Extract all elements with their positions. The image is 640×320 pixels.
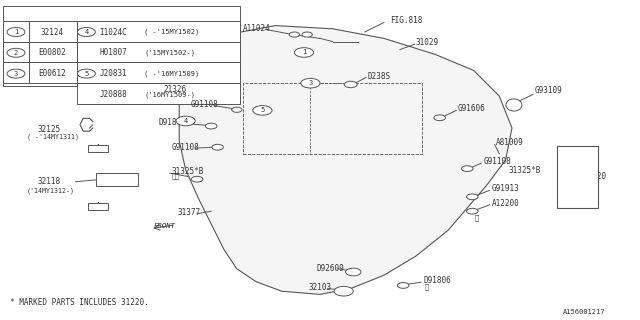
Circle shape [253, 106, 272, 115]
Text: 31220: 31220 [584, 172, 607, 180]
Circle shape [397, 283, 409, 288]
Bar [557, 146, 598, 208]
Text: H01807: H01807 [99, 48, 127, 57]
Text: ( -'14MY1311): ( -'14MY1311) [27, 134, 79, 140]
Text: 31325*B: 31325*B [509, 166, 541, 175]
Bar [243, 83, 422, 154]
Circle shape [467, 194, 478, 200]
Text: G93109: G93109 [534, 86, 562, 95]
Bar [29, 62, 77, 83]
Text: 3: 3 [308, 80, 312, 86]
Text: ( -'15MY1502): ( -'15MY1502) [144, 29, 199, 35]
Circle shape [434, 115, 445, 121]
Circle shape [232, 107, 242, 112]
Text: D91806: D91806 [424, 276, 451, 285]
Bar [3, 21, 29, 42]
Text: G91108: G91108 [172, 143, 199, 152]
Text: D238S: D238S [368, 72, 391, 81]
Circle shape [467, 208, 478, 214]
Text: D91806: D91806 [159, 118, 186, 127]
Polygon shape [179, 26, 512, 294]
Circle shape [77, 69, 95, 78]
Circle shape [205, 123, 217, 129]
Text: G91108: G91108 [483, 157, 511, 166]
Text: 32124: 32124 [41, 28, 64, 36]
Text: 21326: 21326 [163, 85, 186, 94]
Text: 4: 4 [184, 118, 188, 124]
Text: G91108: G91108 [191, 100, 218, 109]
Circle shape [7, 69, 25, 78]
Circle shape [289, 32, 300, 37]
Text: * MARKED PARTS INCLUDES 31220.: * MARKED PARTS INCLUDES 31220. [10, 298, 148, 307]
Text: 1: 1 [302, 50, 306, 55]
Text: I1024C: I1024C [99, 28, 127, 36]
Text: ('14MY1312-): ('14MY1312-) [27, 187, 75, 194]
Bar [3, 62, 29, 83]
Text: ( -'16MY1509): ( -'16MY1509) [144, 70, 199, 77]
Bar [77, 42, 240, 62]
Bar [29, 42, 77, 62]
Text: ②: ② [475, 214, 479, 221]
Text: J20888: J20888 [99, 90, 127, 99]
Text: A12200: A12200 [492, 199, 519, 208]
Text: 2: 2 [14, 50, 18, 56]
Text: E00802: E00802 [38, 48, 67, 57]
Bar [88, 203, 108, 210]
Circle shape [191, 176, 203, 182]
Text: A11024: A11024 [243, 24, 271, 33]
Text: A: A [95, 202, 100, 211]
Circle shape [346, 268, 361, 276]
Bar [3, 6, 240, 86]
Circle shape [7, 48, 25, 57]
Text: G91606: G91606 [458, 104, 485, 113]
Circle shape [301, 78, 320, 88]
Bar [88, 145, 108, 152]
Text: J20831: J20831 [99, 69, 127, 78]
Circle shape [212, 144, 223, 150]
Circle shape [461, 166, 473, 172]
Bar [77, 83, 240, 104]
Text: A81009: A81009 [496, 138, 524, 147]
Text: FIG.818: FIG.818 [390, 16, 423, 25]
Text: 16385: 16385 [106, 175, 129, 184]
Text: FRONT: FRONT [154, 223, 175, 228]
Text: 5: 5 [84, 71, 88, 76]
Circle shape [302, 32, 312, 37]
Text: ('16MY1509-): ('16MY1509-) [144, 91, 195, 98]
Text: A156001217: A156001217 [563, 309, 605, 315]
Circle shape [344, 81, 357, 88]
Circle shape [294, 48, 314, 57]
Bar [3, 42, 29, 62]
Text: 5: 5 [260, 108, 264, 113]
Text: 31377: 31377 [178, 208, 201, 217]
Bar [96, 173, 138, 186]
Text: 32125: 32125 [37, 125, 60, 134]
Text: A: A [95, 144, 100, 153]
Circle shape [334, 286, 353, 296]
Text: ※②: ※② [172, 172, 180, 179]
Text: ('15MY1502-): ('15MY1502-) [144, 50, 195, 56]
Bar [29, 21, 77, 42]
Text: 31325*B: 31325*B [172, 167, 204, 176]
Text: 31029: 31029 [416, 38, 439, 47]
Text: G91913: G91913 [492, 184, 519, 193]
Text: 1: 1 [14, 29, 18, 35]
Text: D92609: D92609 [317, 264, 344, 273]
Bar [77, 21, 240, 42]
Text: 32118: 32118 [37, 177, 60, 186]
Circle shape [7, 28, 25, 36]
Circle shape [77, 28, 95, 36]
Text: 32103: 32103 [308, 284, 332, 292]
Text: 3: 3 [14, 71, 18, 76]
Text: 4: 4 [84, 29, 88, 35]
Bar [77, 62, 240, 83]
Text: E00612: E00612 [38, 69, 67, 78]
Circle shape [176, 116, 195, 126]
Text: ④: ④ [424, 284, 429, 290]
